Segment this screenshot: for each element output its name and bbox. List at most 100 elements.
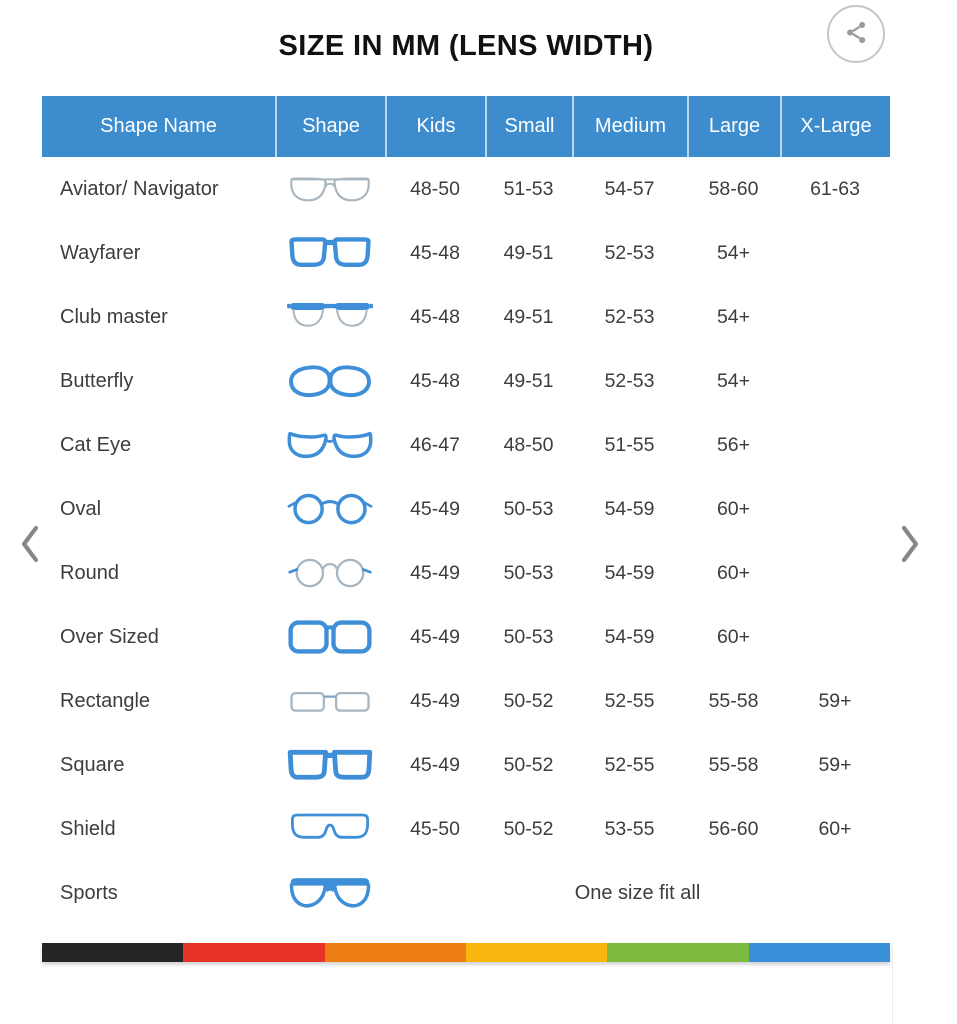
table-body: Aviator/ Navigator 48-50 51-53 54-57 58-60 61… (42, 157, 890, 925)
size-cell: 48-50 (410, 177, 460, 200)
table-row: Round 45-49 50-53 54-59 60+ (42, 541, 890, 605)
table-row: Butterfly 45-48 49-51 52-53 54+ (42, 349, 890, 413)
size-cell: 45-49 (410, 625, 460, 648)
size-cell: 45-50 (410, 817, 460, 840)
size-cell: 54+ (716, 369, 751, 392)
table-row: Rectangle 45-49 50-52 52-55 55-58 59+ (42, 669, 890, 733)
brand-color-bar (42, 943, 890, 962)
square-glasses-icon (275, 744, 385, 786)
size-cell: 54-59 (604, 625, 655, 648)
color-bar-segment (183, 943, 325, 962)
size-cell: 53-55 (604, 817, 655, 840)
size-cell: 52-53 (604, 241, 655, 264)
shape-name-cell: Rectangle (60, 689, 151, 712)
size-cell: 52-53 (604, 369, 655, 392)
shape-name-cell: Shield (60, 817, 116, 840)
table-row: Aviator/ Navigator 48-50 51-53 54-57 58-60 61… (42, 157, 890, 221)
table-row: Sports One size fit all (42, 861, 890, 925)
size-cell: 45-48 (410, 241, 460, 264)
column-header-kids: Kids (385, 96, 485, 157)
rectangle-glasses-icon (275, 680, 385, 722)
size-cell: 52-53 (604, 305, 655, 328)
clubmaster-glasses-icon (275, 296, 385, 338)
size-cell: 46-47 (410, 433, 460, 456)
color-bar-segment (42, 943, 184, 962)
right-edge-divider (892, 943, 893, 1024)
column-header-small: Small (485, 96, 572, 157)
size-cell: 45-49 (410, 561, 460, 584)
size-cell: 48-50 (503, 433, 554, 456)
size-cell: 49-51 (503, 369, 554, 392)
size-cell: 51-55 (604, 433, 655, 456)
table-row: Shield 45-50 50-52 53-55 56-60 60+ (42, 797, 890, 861)
size-cell: 54+ (716, 241, 751, 264)
size-cell: 60+ (818, 817, 852, 840)
butterfly-glasses-icon (275, 360, 385, 402)
table-header-row: Shape Name Shape Kids Small Medium Large… (42, 96, 890, 157)
sports-glasses-icon (275, 872, 385, 914)
shape-name-cell: Round (60, 561, 119, 584)
shape-name-cell: Butterfly (60, 369, 134, 392)
size-cell: 58-60 (708, 177, 759, 200)
size-cell: 59+ (818, 753, 852, 776)
size-cell: 45-49 (410, 753, 460, 776)
column-header-shape: Shape (275, 96, 385, 157)
table-row: Square 45-49 50-52 52-55 55-58 59+ (42, 733, 890, 797)
aviator-glasses-icon (275, 168, 385, 210)
size-cell: 60+ (716, 561, 751, 584)
size-cell: 52-55 (604, 753, 655, 776)
oversized-glasses-icon (275, 616, 385, 658)
size-cell: 59+ (818, 689, 852, 712)
size-cell: 54-59 (604, 497, 655, 520)
wayfarer-glasses-icon (275, 232, 385, 274)
size-cell: 54-59 (604, 561, 655, 584)
size-cell: 50-53 (503, 625, 554, 648)
size-cell: 52-55 (604, 689, 655, 712)
chevron-right-icon (897, 522, 923, 569)
shape-name-cell: Over Sized (60, 625, 159, 648)
size-cell: 50-52 (503, 817, 554, 840)
chevron-left-icon (17, 522, 43, 569)
size-cell: 50-52 (503, 753, 554, 776)
size-cell: 60+ (716, 625, 751, 648)
color-bar-segment (465, 943, 608, 962)
share-icon (843, 19, 870, 49)
size-cell: 60+ (716, 497, 751, 520)
size-cell: 56+ (716, 433, 751, 456)
shape-name-cell: Club master (60, 305, 168, 328)
column-header-medium: Medium (572, 96, 687, 157)
size-cell: 50-52 (503, 689, 554, 712)
shape-name-cell: Cat Eye (60, 433, 132, 456)
shape-name-cell: Oval (60, 497, 102, 520)
size-cell: 49-51 (503, 241, 554, 264)
size-cell: 54+ (716, 305, 751, 328)
size-cell: 55-58 (708, 753, 759, 776)
column-header-x-large: X-Large (780, 96, 890, 157)
share-button[interactable] (827, 5, 885, 63)
carousel-next-button[interactable] (895, 521, 925, 569)
size-cell: 45-49 (410, 497, 460, 520)
table-row: Wayfarer 45-48 49-51 52-53 54+ (42, 221, 890, 285)
size-cell: 50-53 (503, 561, 554, 584)
size-cell: 55-58 (708, 689, 759, 712)
size-cell: 45-48 (410, 369, 460, 392)
size-cell: 45-48 (410, 305, 460, 328)
table-row: Over Sized 45-49 50-53 54-59 60+ (42, 605, 890, 669)
shape-name-cell: Wayfarer (60, 241, 141, 264)
cateye-glasses-icon (275, 424, 385, 466)
size-cell: 61-63 (810, 177, 860, 200)
one-size-note: One size fit all (574, 881, 701, 904)
size-cell: 51-53 (503, 177, 554, 200)
shield-glasses-icon (275, 808, 385, 850)
size-cell: 45-49 (410, 689, 460, 712)
size-cell: 56-60 (708, 817, 759, 840)
size-cell: 54-57 (604, 177, 655, 200)
color-bar-segment (324, 943, 466, 962)
color-bar-segment (607, 943, 749, 962)
column-header-large: Large (687, 96, 780, 157)
size-cell: 50-53 (503, 497, 554, 520)
carousel-prev-button[interactable] (15, 521, 45, 569)
table-row: Cat Eye 46-47 48-50 51-55 56+ (42, 413, 890, 477)
size-cell: 49-51 (503, 305, 554, 328)
